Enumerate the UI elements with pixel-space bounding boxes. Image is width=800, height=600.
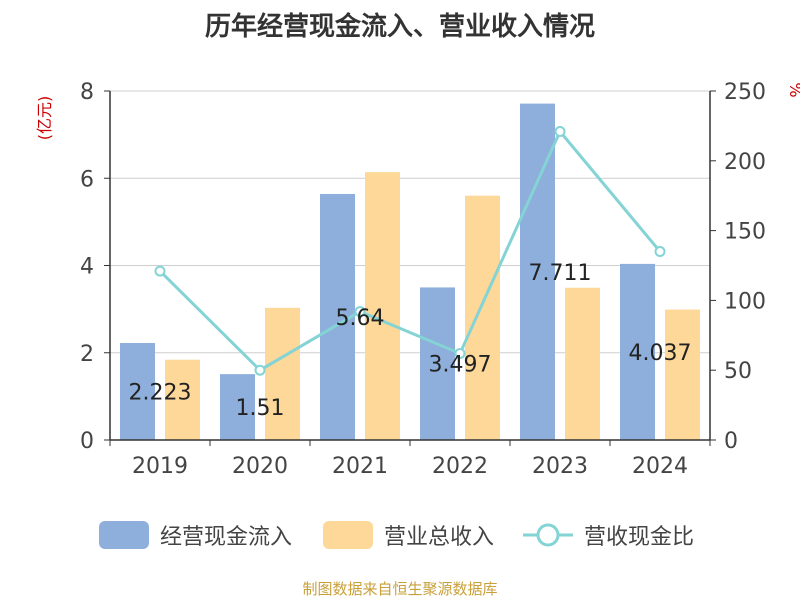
data-label: 2.223	[129, 381, 192, 406]
y-left-tick-label: 6	[80, 167, 94, 192]
y-right-axis-label: %	[786, 82, 800, 97]
x-tick-label: 2020	[232, 454, 288, 479]
bar-revenue	[465, 195, 500, 440]
bar-revenue	[565, 287, 600, 440]
data-label: 1.51	[236, 396, 285, 421]
y-right-tick-label: 0	[724, 429, 738, 454]
y-left-tick-label: 2	[80, 342, 94, 367]
bar-cash-inflow	[520, 103, 555, 440]
bar-cash-inflow	[620, 263, 655, 440]
x-tick-label: 2022	[432, 454, 488, 479]
bar-cash-inflow	[220, 374, 255, 440]
ratio-line-point	[354, 306, 366, 318]
bar-revenue	[665, 309, 700, 440]
y-left-axis-label: (亿元)	[35, 96, 54, 141]
bar-revenue	[165, 359, 200, 440]
data-label: 4.037	[629, 341, 692, 366]
y-left-tick-label: 8	[80, 80, 94, 105]
y-right-tick-label: 50	[724, 359, 752, 384]
legend-label: 营收现金比	[584, 525, 695, 550]
y-right-tick-label: 200	[724, 150, 766, 175]
legend-label: 经营现金流入	[160, 525, 293, 550]
legend-bar-swatch-icon	[323, 521, 373, 549]
legend-item-cash-ratio[interactable]: 营收现金比	[522, 515, 694, 555]
ratio-line-point	[454, 347, 466, 359]
legend-item-cash-inflow[interactable]: 经营现金流入	[98, 515, 292, 555]
ratio-line-point	[154, 265, 166, 277]
bar-revenue	[365, 172, 400, 440]
data-label: 5.64	[336, 306, 385, 331]
data-label: 3.497	[429, 353, 492, 378]
chart-title: 历年经营现金流入、营业收入情况	[204, 12, 595, 42]
ratio-line-point	[254, 364, 266, 376]
y-right-tick-label: 150	[724, 220, 766, 245]
ratio-line-point	[654, 246, 666, 258]
x-tick-label: 2019	[132, 454, 188, 479]
legend-bar-swatch-icon	[99, 521, 149, 549]
bar-revenue	[265, 307, 300, 440]
bar-cash-inflow	[420, 287, 455, 440]
data-source-note: 制图数据来自恒生聚源数据库	[302, 580, 498, 598]
legend-label: 营业总收入	[384, 525, 495, 550]
legend-item-revenue[interactable]: 营业总收入	[322, 515, 494, 555]
y-right-tick-label: 250	[724, 80, 766, 105]
chart-legend: 经营现金流入 营业总收入 营收现金比	[0, 515, 800, 555]
y-left-tick-label: 4	[80, 255, 94, 280]
x-tick-label: 2024	[632, 454, 688, 479]
bar-cash-inflow	[120, 343, 155, 440]
ratio-line	[158, 128, 662, 373]
y-right-tick-label: 100	[724, 289, 766, 314]
legend-line-swatch-icon	[523, 523, 573, 547]
data-label: 7.711	[529, 261, 592, 286]
ratio-line-point	[554, 125, 566, 137]
y-left-tick-label: 0	[80, 429, 94, 454]
x-tick-label: 2021	[332, 454, 388, 479]
x-tick-label: 2023	[532, 454, 588, 479]
